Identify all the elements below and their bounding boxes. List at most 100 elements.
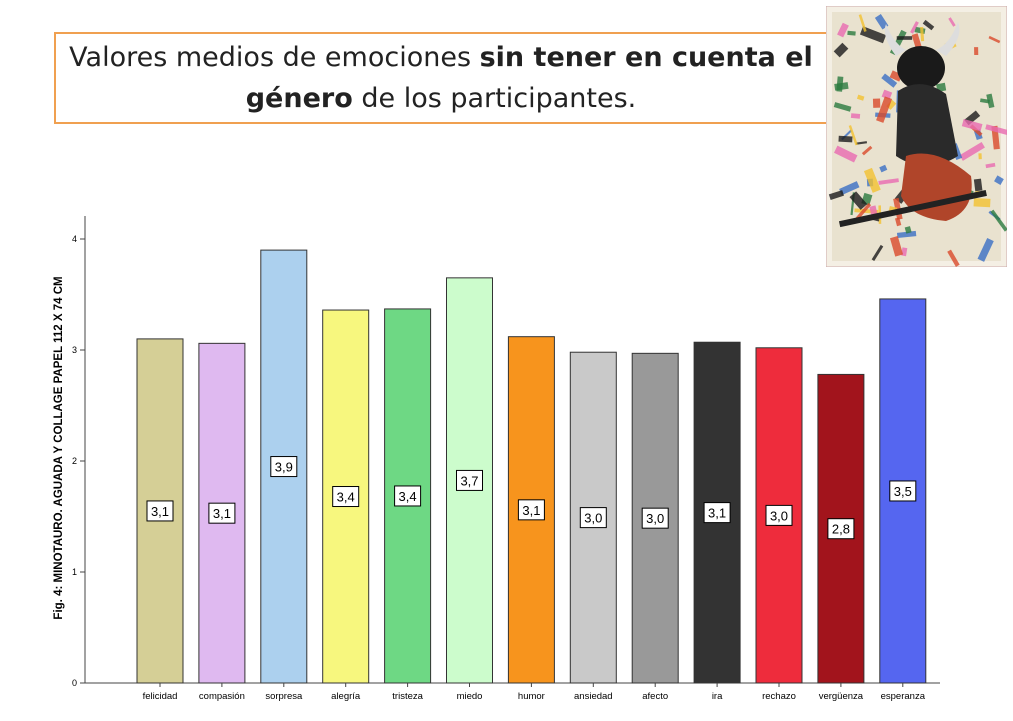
art-stroke bbox=[959, 142, 985, 161]
art-stroke bbox=[985, 124, 1007, 136]
bar-tristeza bbox=[384, 308, 432, 684]
art-stroke bbox=[961, 119, 983, 132]
art-stroke bbox=[922, 19, 935, 31]
art-stroke bbox=[847, 30, 856, 36]
data-label: 2,8 bbox=[832, 522, 850, 537]
y-tick-label: 1 bbox=[72, 567, 77, 577]
data-label: 3,5 bbox=[894, 484, 912, 499]
art-stroke bbox=[861, 145, 873, 156]
art-stroke bbox=[990, 209, 1007, 232]
art-stroke bbox=[889, 70, 903, 82]
bar-humor bbox=[507, 336, 555, 684]
y-tick-label: 4 bbox=[72, 234, 77, 244]
slide-title: Valores medios de emociones sin tener en… bbox=[69, 37, 813, 119]
art-stroke bbox=[978, 153, 982, 160]
data-label-box bbox=[765, 504, 793, 526]
bar-compasión bbox=[198, 342, 246, 684]
art-stroke bbox=[988, 35, 1001, 44]
art-stroke bbox=[889, 235, 904, 257]
art-stroke bbox=[836, 76, 844, 92]
art-stroke bbox=[871, 244, 884, 261]
data-label: 3,1 bbox=[151, 504, 169, 519]
data-label: 3,0 bbox=[770, 508, 788, 523]
data-label-box bbox=[517, 499, 545, 521]
data-label-box bbox=[641, 507, 669, 529]
x-tick-label: ansiedad bbox=[574, 691, 613, 702]
title-part2: de los participantes. bbox=[352, 83, 637, 114]
art-stroke bbox=[979, 98, 990, 104]
art-stroke bbox=[974, 47, 979, 56]
x-tick-label: alegría bbox=[331, 691, 361, 702]
y-tick-label: 2 bbox=[72, 456, 77, 466]
x-tick-label: sorpresa bbox=[265, 691, 303, 702]
bar-afecto bbox=[631, 352, 679, 684]
data-label-box bbox=[579, 507, 607, 529]
art-stroke bbox=[855, 202, 872, 220]
art-stroke bbox=[986, 93, 995, 109]
art-stroke bbox=[879, 164, 888, 173]
art-stroke bbox=[948, 17, 956, 27]
x-tick-label: felicidad bbox=[143, 691, 178, 702]
art-stroke bbox=[839, 181, 860, 196]
data-label-box bbox=[208, 502, 236, 524]
art-stroke bbox=[855, 141, 868, 145]
art-stroke bbox=[947, 249, 960, 267]
x-tick-label: vergüenza bbox=[819, 691, 864, 702]
x-tick-label: ira bbox=[712, 691, 723, 702]
data-label: 3,1 bbox=[213, 506, 231, 521]
data-label: 3,1 bbox=[522, 503, 540, 518]
art-stroke bbox=[977, 238, 994, 262]
art-stroke bbox=[881, 89, 893, 100]
art-stroke bbox=[833, 102, 852, 112]
x-tick-label: miedo bbox=[457, 691, 483, 702]
art-stroke bbox=[878, 178, 899, 185]
bar-felicidad bbox=[136, 338, 184, 684]
bar-sorpresa bbox=[260, 249, 308, 684]
title-bold1: sin tener en cuenta el bbox=[479, 42, 813, 73]
art-stroke bbox=[896, 36, 913, 40]
data-label-box bbox=[146, 500, 174, 522]
art-stroke bbox=[850, 113, 861, 119]
data-label-box bbox=[456, 469, 483, 491]
art-stroke bbox=[828, 190, 844, 201]
data-label: 3,7 bbox=[460, 473, 478, 488]
title-part1: Valores medios de emociones bbox=[69, 42, 480, 73]
title-box: Valores medios de emociones sin tener en… bbox=[54, 32, 828, 124]
data-label-box bbox=[889, 480, 917, 502]
bar-miedo bbox=[446, 277, 493, 684]
art-stroke bbox=[859, 26, 887, 44]
art-stroke bbox=[876, 96, 893, 123]
art-stroke bbox=[904, 226, 912, 234]
art-stroke bbox=[874, 14, 889, 30]
bar-alegría bbox=[322, 309, 370, 684]
art-stroke bbox=[848, 125, 858, 146]
data-label-box bbox=[270, 456, 298, 478]
bar-esperanza bbox=[879, 298, 927, 684]
bar-ansiedad bbox=[569, 351, 617, 684]
art-stroke bbox=[973, 178, 983, 192]
x-tick-label: rechazo bbox=[762, 691, 796, 702]
art-stroke bbox=[881, 73, 898, 88]
art-stroke bbox=[863, 167, 881, 193]
data-label: 3,0 bbox=[646, 511, 664, 526]
art-stroke bbox=[833, 42, 849, 58]
bar-rechazo bbox=[755, 347, 803, 684]
art-stroke bbox=[849, 191, 868, 210]
art-stroke bbox=[837, 22, 849, 38]
data-label: 3,0 bbox=[584, 511, 602, 526]
x-tick-label: esperanza bbox=[881, 691, 926, 702]
art-stroke bbox=[838, 135, 853, 143]
x-tick-label: tristeza bbox=[392, 691, 423, 702]
data-label: 3,9 bbox=[275, 460, 293, 475]
art-stroke bbox=[994, 175, 1004, 185]
title-bold2: género bbox=[245, 83, 353, 114]
art-stroke bbox=[910, 21, 919, 34]
bar-vergüenza bbox=[817, 373, 865, 684]
art-stroke bbox=[894, 217, 902, 227]
data-label-box bbox=[394, 485, 422, 507]
art-stroke bbox=[872, 98, 881, 108]
y-tick-label: 0 bbox=[72, 678, 77, 688]
x-tick-label: afecto bbox=[642, 691, 668, 702]
art-stroke bbox=[834, 145, 858, 163]
minotauro-artwork-image bbox=[826, 6, 1007, 267]
